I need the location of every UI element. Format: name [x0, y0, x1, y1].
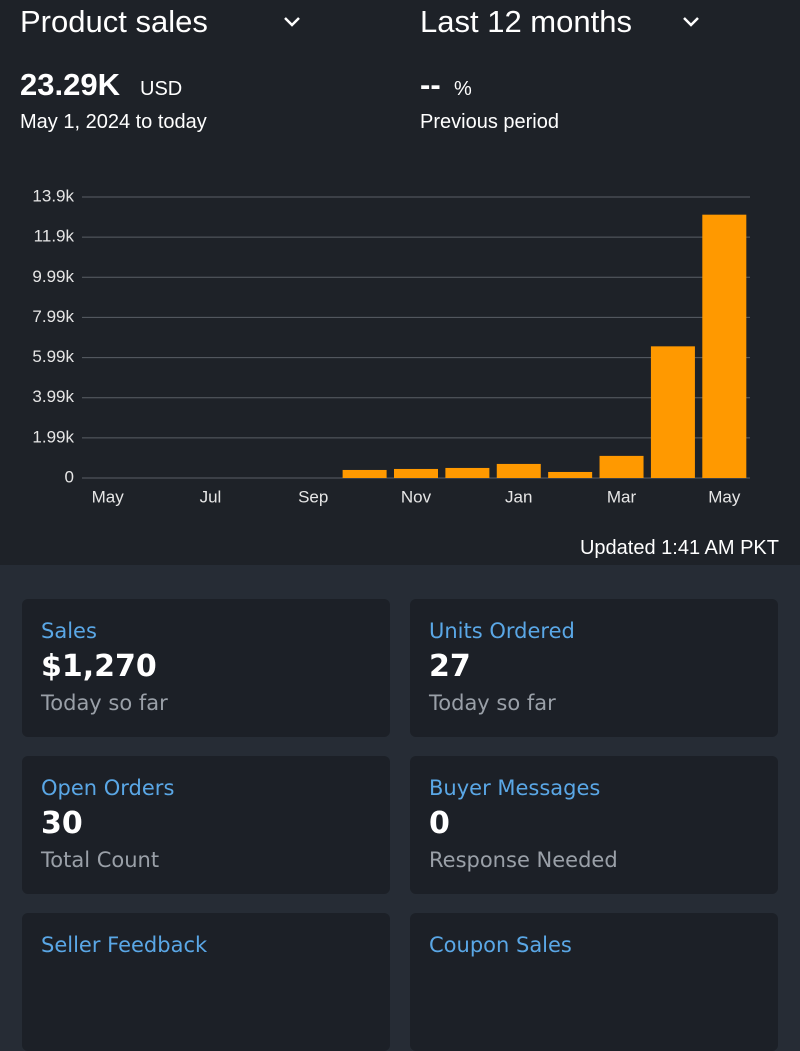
bar — [650, 346, 695, 478]
y-tick-label: 1.99k — [32, 427, 74, 446]
bar — [394, 468, 438, 478]
y-tick-label: 13.9k — [32, 186, 74, 205]
stat-card[interactable]: Buyer Messages 0 Response Needed — [410, 756, 778, 894]
x-tick-label: May — [92, 487, 125, 506]
change-unit: % — [454, 78, 472, 100]
card-label: Buyer Messages — [429, 776, 601, 800]
chart: 0 1.99k 3.99k 5.99k 7.99k 9.99k 11.9k 13.9k May J… — [32, 186, 750, 506]
x-tick-label: Jan — [505, 487, 532, 506]
card-value: $1,270 — [41, 649, 157, 684]
card-value: 30 — [41, 806, 83, 841]
bar — [548, 471, 593, 478]
total: 23.29K — [20, 67, 120, 102]
metric-dropdown[interactable]: Product sales — [20, 4, 208, 39]
bar — [496, 463, 541, 478]
x-tick-label: Jul — [200, 487, 222, 506]
x-tick-label: Sep — [298, 487, 328, 506]
chevron[interactable] — [282, 12, 302, 32]
card-label: Seller Feedback — [41, 933, 208, 957]
bar — [702, 214, 747, 478]
change-note: Previous period — [420, 111, 559, 133]
stat-card[interactable]: Units Ordered 27 Today so far — [410, 599, 778, 737]
y-tick-label: 7.99k — [32, 307, 74, 326]
x-tick-label: Mar — [607, 487, 637, 506]
x-tick-label: May — [708, 487, 741, 506]
period-dropdown[interactable]: Last 12 months — [420, 4, 632, 39]
y-tick-label: 9.99k — [32, 267, 74, 286]
card-label: Sales — [41, 619, 97, 643]
change: -- — [420, 67, 441, 102]
card-note: Response Needed — [429, 848, 618, 872]
stat-card[interactable]: Coupon Sales — [410, 913, 778, 1051]
bar — [342, 469, 387, 478]
card-label: Units Ordered — [429, 619, 575, 643]
stat-card[interactable]: Open Orders 30 Total Count — [22, 756, 390, 894]
updated-time: Updated 1:41 AM PKT — [579, 537, 779, 559]
stat-card[interactable]: Seller Feedback — [22, 913, 390, 1051]
card-label: Open Orders — [41, 776, 175, 800]
card-value: 27 — [429, 649, 471, 684]
card-note: Today so far — [41, 691, 168, 715]
y-tick-label: 3.99k — [32, 387, 74, 406]
chevron[interactable] — [681, 12, 701, 32]
bar — [599, 455, 644, 478]
y-tick-label: 5.99k — [32, 347, 74, 366]
card-value: 0 — [429, 806, 450, 841]
card-note: Total Count — [41, 848, 160, 872]
currency: USD — [140, 78, 183, 100]
bar — [445, 467, 490, 478]
y-tick-label: 0 — [65, 467, 74, 486]
card-label: Coupon Sales — [429, 933, 572, 957]
stat-card[interactable]: Sales $1,270 Today so far — [22, 599, 390, 737]
y-tick-label: 11.9k — [34, 227, 75, 246]
date-range: May 1, 2024 to today — [20, 111, 207, 133]
card-note: Today so far — [429, 691, 556, 715]
x-tick-label: Nov — [401, 487, 432, 506]
